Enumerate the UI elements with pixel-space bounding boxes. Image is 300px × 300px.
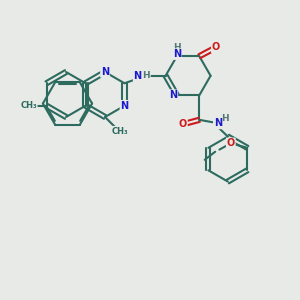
Text: N: N xyxy=(214,118,222,128)
Text: CH₃: CH₃ xyxy=(112,127,128,136)
Text: O: O xyxy=(227,138,235,148)
Text: H: H xyxy=(142,71,150,80)
Text: N: N xyxy=(169,90,177,100)
Text: N: N xyxy=(173,49,181,59)
Text: CH₃: CH₃ xyxy=(20,101,37,110)
Text: O: O xyxy=(212,42,220,52)
Text: N: N xyxy=(120,101,128,111)
Text: H: H xyxy=(173,44,181,52)
Text: H: H xyxy=(221,113,228,122)
Text: N: N xyxy=(101,67,109,77)
Text: N: N xyxy=(134,71,142,81)
Text: O: O xyxy=(179,119,187,129)
